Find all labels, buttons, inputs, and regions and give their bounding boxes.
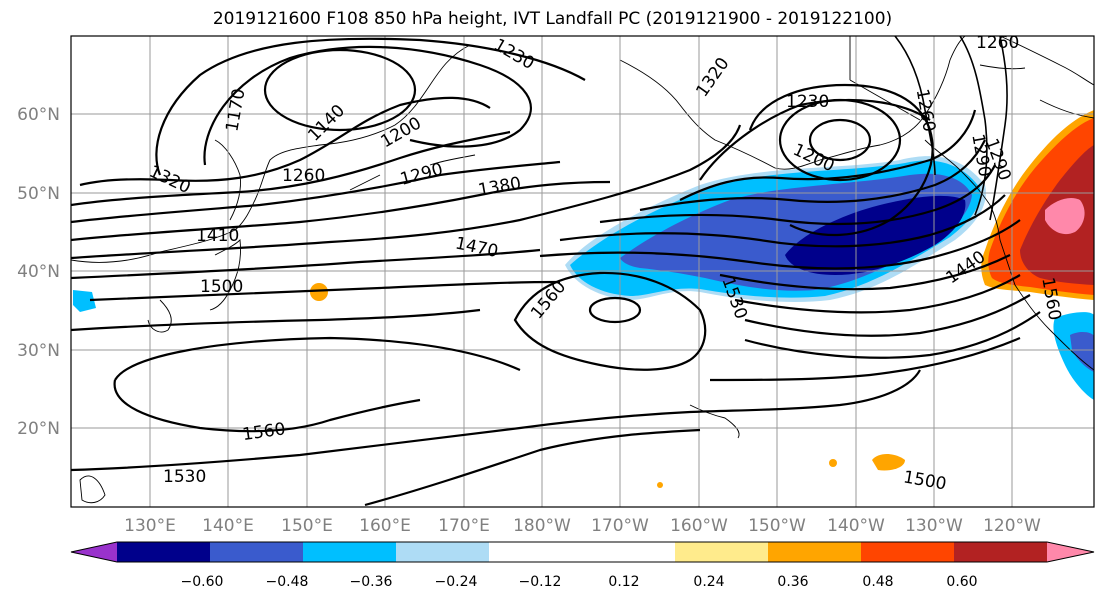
contour-label: 1410 xyxy=(196,226,239,246)
colorbar-tick-labels: −0.60 −0.48 −0.36 −0.24 −0.12 0.12 0.24 … xyxy=(181,574,978,590)
colorbar-outline xyxy=(70,541,1095,563)
lon-label: 150°W xyxy=(748,516,806,536)
colorbar-tick-label: 0.48 xyxy=(862,574,893,590)
colorbar-extend-max xyxy=(1047,542,1094,562)
lat-label-40n: 40°N xyxy=(17,262,60,282)
lat-label-50n: 50°N xyxy=(17,184,60,204)
lat-label-20n: 20°N xyxy=(17,419,60,439)
colorbar-tick-label: −0.60 xyxy=(181,574,224,590)
contour-label: 1500 xyxy=(200,277,243,297)
colorbar-tick-label: −0.36 xyxy=(350,574,393,590)
latitude-labels: 60°N 50°N 40°N 30°N 20°N xyxy=(17,105,60,439)
contour-label: 1230 xyxy=(786,92,829,112)
colorbar-cell xyxy=(117,542,211,562)
colorbar-cell xyxy=(861,542,955,562)
positive-ivt-shading xyxy=(310,110,1094,488)
colorbar-cell xyxy=(954,542,1048,562)
colorbar-extend-min xyxy=(71,542,117,562)
colorbar-cell xyxy=(768,542,862,562)
colorbar-cell xyxy=(396,542,490,562)
lat-label-30n: 30°N xyxy=(17,341,60,361)
colorbar-tick-label: 0.24 xyxy=(693,574,724,590)
lon-label: 170°E xyxy=(438,516,490,536)
colorbar-tick-label: 0.36 xyxy=(777,574,808,590)
lon-label: 150°E xyxy=(281,516,333,536)
colorbar-cell xyxy=(210,542,304,562)
contour-label: 1260 xyxy=(976,33,1019,53)
colorbar-cell xyxy=(582,542,676,562)
lat-label-60n: 60°N xyxy=(17,105,60,125)
colorbar-tick-label: −0.12 xyxy=(519,574,562,590)
lon-label: 130°E xyxy=(124,516,176,536)
height-contours xyxy=(71,36,1041,507)
colorbar-cell xyxy=(303,542,397,562)
colorbar-cell xyxy=(675,542,769,562)
map-title: 2019121600 F108 850 hPa height, IVT Land… xyxy=(212,9,893,29)
colorbar-tick-label: 0.12 xyxy=(608,574,639,590)
lon-label: 160°E xyxy=(359,516,411,536)
lon-label: 170°W xyxy=(591,516,649,536)
colorbar: −0.60 −0.48 −0.36 −0.24 −0.12 0.12 0.24 … xyxy=(70,541,1095,590)
colorbar-tick-label: −0.24 xyxy=(435,574,478,590)
lon-label: 140°E xyxy=(202,516,254,536)
lon-label: 140°W xyxy=(827,516,885,536)
lon-label: 160°W xyxy=(670,516,728,536)
colorbar-tick-label: −0.48 xyxy=(266,574,309,590)
lon-label: 120°W xyxy=(983,516,1041,536)
colorbar-cell xyxy=(489,542,583,562)
lon-label: 130°W xyxy=(905,516,963,536)
longitude-labels: 130°E 140°E 150°E 160°E 170°E 180°W 170°… xyxy=(124,516,1041,536)
lon-label: 180°W xyxy=(513,516,571,536)
contour-label: 1260 xyxy=(282,166,325,186)
map-frame xyxy=(70,35,1095,508)
contour-label: 1530 xyxy=(163,467,206,487)
colorbar-tick-label: 0.60 xyxy=(946,574,977,590)
